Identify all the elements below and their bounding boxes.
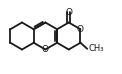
Text: O: O — [77, 25, 84, 34]
Text: O: O — [42, 45, 49, 54]
Text: CH₃: CH₃ — [89, 44, 104, 53]
Text: O: O — [65, 8, 72, 17]
